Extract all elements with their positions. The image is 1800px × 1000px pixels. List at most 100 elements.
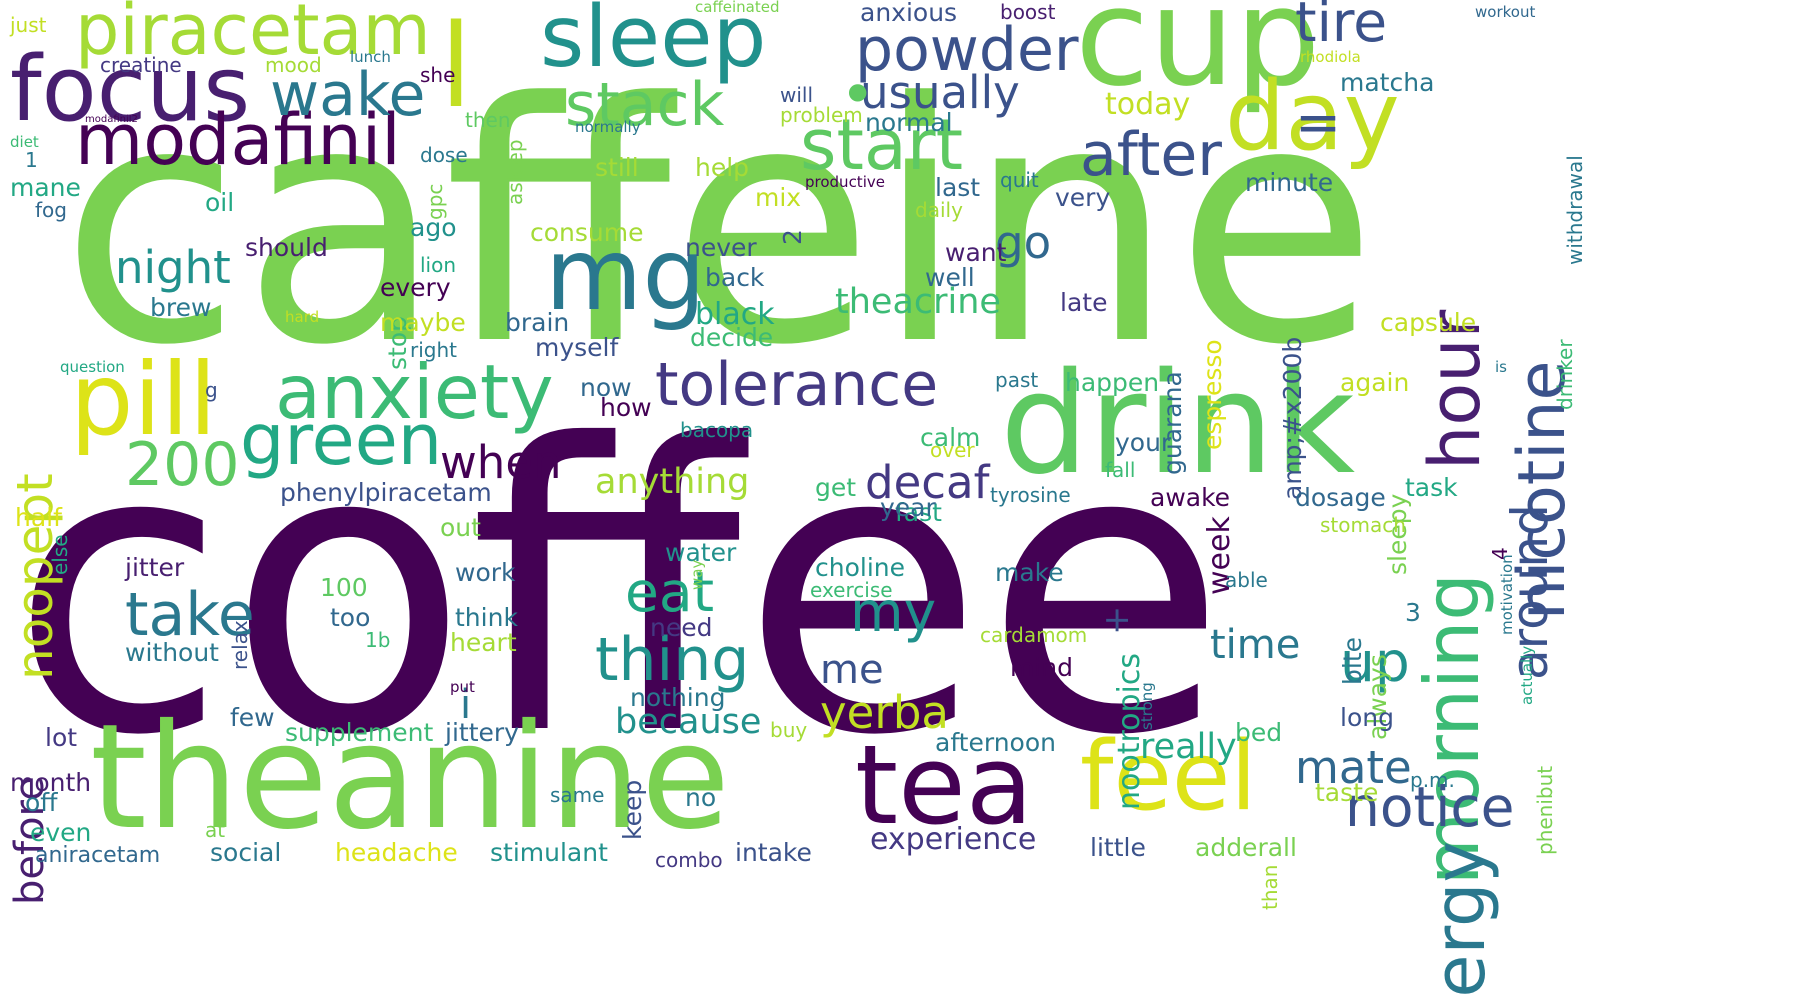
cloud-word: ago: [410, 213, 457, 242]
cloud-word: never: [685, 233, 757, 262]
cloud-word: •: [840, 60, 876, 130]
cloud-word: headache: [335, 838, 458, 867]
cloud-word: drink: [1000, 343, 1356, 506]
cloud-word: night: [115, 241, 231, 294]
cloud-word: theacrine: [835, 282, 1001, 322]
cloud-word: green: [240, 399, 443, 481]
cloud-word: way: [688, 559, 706, 590]
cloud-word: task: [1405, 473, 1458, 502]
cloud-word: up: [1340, 630, 1410, 694]
cloud-word: stomach: [1320, 513, 1406, 537]
cloud-word: buy: [770, 718, 808, 742]
cloud-word: phenylpiracetam: [280, 478, 492, 507]
cloud-word: social: [210, 838, 282, 867]
cloud-word: normal: [865, 108, 953, 137]
cloud-word: really: [1140, 727, 1237, 767]
cloud-word: help: [695, 153, 750, 182]
cloud-word: then: [465, 108, 511, 132]
cloud-word: intake: [735, 838, 812, 867]
cloud-word: mind: [1010, 653, 1074, 682]
cloud-word: fall: [1105, 458, 1136, 482]
cloud-word: right: [410, 338, 457, 362]
cloud-word: awake: [1150, 483, 1231, 512]
cloud-word: modafinil2: [85, 114, 138, 125]
cloud-word: water: [665, 538, 737, 567]
cloud-word: well: [925, 263, 975, 292]
cloud-word: keep: [618, 779, 647, 840]
cloud-word: brew: [150, 293, 212, 322]
cloud-word: pill: [70, 341, 217, 458]
cloud-word: anxious: [860, 0, 958, 27]
cloud-word: p.m.: [1410, 768, 1455, 792]
cloud-word: month: [10, 768, 92, 797]
cloud-word: mate: [1295, 741, 1412, 794]
cloud-word: dose: [420, 143, 468, 167]
cloud-word: able: [1225, 568, 1268, 592]
cloud-word: black: [695, 297, 775, 332]
cloud-word: fog: [35, 198, 67, 222]
cloud-word: bacopa: [680, 418, 754, 442]
cloud-word: 1b: [365, 628, 391, 652]
cloud-word: usually: [860, 66, 1020, 119]
cloud-word: powder: [855, 15, 1079, 85]
cloud-word: last: [935, 173, 981, 202]
cloud-word: today: [1105, 87, 1191, 122]
cloud-word: very: [1055, 183, 1111, 212]
cloud-word: hard: [285, 308, 320, 326]
cloud-word: i: [460, 682, 472, 728]
cloud-word: decaf: [865, 456, 990, 509]
cloud-word: after: [1080, 120, 1222, 190]
cloud-word: guarana: [1158, 371, 1187, 475]
cloud-word: without: [125, 638, 219, 667]
cloud-word: time: [1210, 622, 1301, 668]
cloud-word: too: [330, 603, 371, 632]
cloud-word: +: [1097, 605, 1137, 635]
cloud-word: problem: [780, 103, 863, 127]
cloud-word: brain: [505, 308, 570, 337]
cloud-word: sleep: [540, 0, 767, 87]
cloud-word: consume: [530, 218, 644, 247]
cloud-word: tyrosine: [990, 483, 1071, 507]
cloud-word: nootropics: [1112, 652, 1147, 810]
cloud-word: eat: [625, 560, 715, 624]
cloud-word: theanine: [90, 693, 731, 862]
cloud-word: coffee: [10, 362, 1228, 822]
cloud-word: aniracetam: [35, 843, 161, 868]
cloud-word: long: [1340, 703, 1394, 732]
cloud-word: anything: [595, 462, 750, 502]
cloud-word: amp;#x200b: [1278, 336, 1307, 500]
cloud-word: 2: [778, 229, 807, 245]
cloud-word: exercise: [810, 578, 893, 602]
cloud-word: still: [595, 153, 639, 182]
cloud-word: is: [1495, 358, 1507, 376]
cloud-word: bed: [1235, 718, 1283, 747]
cloud-word: tolerance: [655, 350, 939, 420]
cloud-word: need: [650, 613, 713, 642]
cloud-word: strong: [1138, 682, 1156, 730]
cloud-word: your: [1115, 428, 1172, 457]
cloud-word: modafinil: [75, 99, 401, 181]
cloud-word: else: [48, 534, 72, 575]
cloud-word: jitter: [125, 553, 185, 582]
cloud-word: because: [615, 702, 762, 742]
cloud-word: mg: [545, 216, 706, 333]
cloud-word: wake: [270, 60, 426, 130]
cloud-word: how: [600, 393, 652, 422]
cloud-word: little: [1090, 833, 1146, 862]
cloud-word: few: [230, 703, 275, 732]
cloud-word: cup: [1075, 0, 1321, 116]
cloud-word: lot: [45, 723, 78, 752]
cloud-word: caffeine: [60, 33, 1378, 417]
cloud-word: decide: [690, 323, 774, 352]
cloud-word: minute: [1245, 168, 1334, 197]
cloud-word: normally: [575, 118, 641, 136]
cloud-word: 100: [320, 573, 368, 602]
cloud-word: daily: [915, 198, 963, 222]
cloud-word: get: [815, 473, 857, 502]
cloud-word: off: [25, 788, 58, 817]
cloud-word: at: [205, 818, 226, 842]
cloud-word: choline: [815, 553, 906, 582]
cloud-word: year: [880, 493, 936, 522]
cloud-word: question: [60, 358, 125, 376]
